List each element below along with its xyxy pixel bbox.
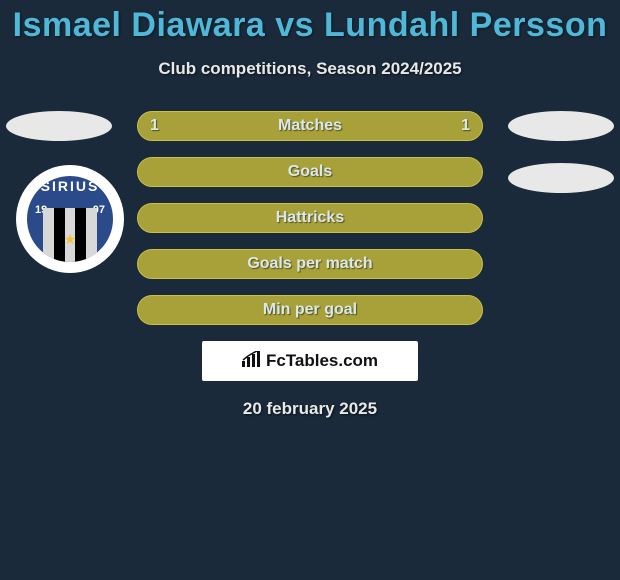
date-line: 20 february 2025 xyxy=(0,399,620,419)
star-icon: ★ xyxy=(64,231,77,248)
stat-row-min-per-goal: Min per goal xyxy=(137,295,483,325)
branding-badge: FcTables.com xyxy=(202,341,418,381)
club-badge-inner: SIRIUS 19 07 ★ xyxy=(23,172,117,266)
stat-right-value: 1 xyxy=(461,117,470,135)
stat-row-matches: 1 Matches 1 xyxy=(137,111,483,141)
stat-rows: 1 Matches 1 Goals Hattricks Goals per ma… xyxy=(137,111,483,325)
subtitle: Club competitions, Season 2024/2025 xyxy=(0,59,620,79)
club-badge-left: SIRIUS 19 07 ★ xyxy=(16,165,124,273)
stat-row-goals-per-match: Goals per match xyxy=(137,249,483,279)
player-right-placeholder xyxy=(508,111,614,141)
brand-text: FcTables.com xyxy=(266,351,378,371)
infographic-container: Ismael Diawara vs Lundahl Persson Club c… xyxy=(0,0,620,419)
stat-row-hattricks: Hattricks xyxy=(137,203,483,233)
stat-label: Goals xyxy=(288,163,332,181)
chart-icon xyxy=(242,351,262,372)
club-right-placeholder xyxy=(508,163,614,193)
stat-left-value: 1 xyxy=(150,117,159,135)
stat-label: Matches xyxy=(278,117,342,135)
club-name: SIRIUS xyxy=(27,178,113,194)
stat-label: Hattricks xyxy=(276,209,344,227)
stat-label: Goals per match xyxy=(247,255,372,273)
stat-label: Min per goal xyxy=(263,301,357,319)
stats-area: SIRIUS 19 07 ★ 1 Matches 1 xyxy=(0,111,620,419)
player-left-placeholder xyxy=(6,111,112,141)
stat-row-goals: Goals xyxy=(137,157,483,187)
page-title: Ismael Diawara vs Lundahl Persson xyxy=(0,6,620,45)
